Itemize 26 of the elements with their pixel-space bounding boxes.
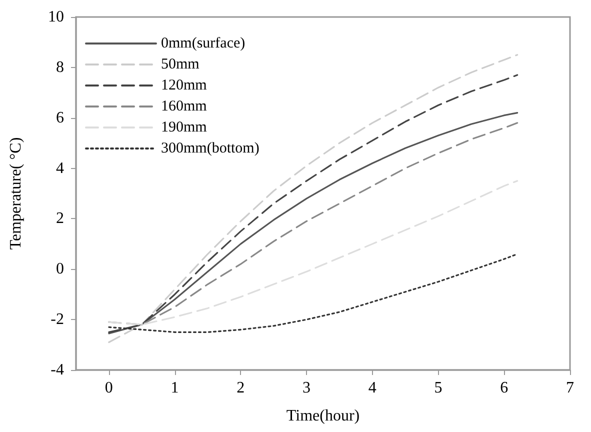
y-tick-label: -4 [50,362,64,378]
y-tick-label: 10 [48,8,64,26]
x-tick-label: 7 [566,380,574,396]
legend-label: 160mm [161,98,208,114]
x-tick-label: 2 [236,380,245,396]
x-tick-label: 3 [302,380,311,396]
line-series [108,253,518,333]
y-tick-label: -2 [50,311,64,328]
y-tick-label: 0 [56,260,64,278]
legend-label: 190mm [161,120,208,136]
y-tick-label: 6 [56,109,64,126]
legend-label: 120mm [161,78,208,94]
x-tick-label: 5 [434,380,442,396]
legend-label: 50mm [161,56,200,72]
x-axis-title: Time(hour) [286,408,360,424]
legend-label: 300mm(bottom) [161,140,260,156]
y-axis-title: Temperature( °C) [8,137,24,250]
x-tick-label: 0 [104,380,113,396]
line-series [108,180,518,326]
x-tick-label: 4 [368,380,376,396]
y-tick-label: 8 [56,58,64,76]
legend-label: 0mm(surface) [161,36,246,52]
x-tick-label: 1 [170,380,179,396]
x-tick-label: 6 [500,380,508,396]
y-tick-label: 4 [56,160,64,177]
y-tick-label: 2 [56,210,64,228]
